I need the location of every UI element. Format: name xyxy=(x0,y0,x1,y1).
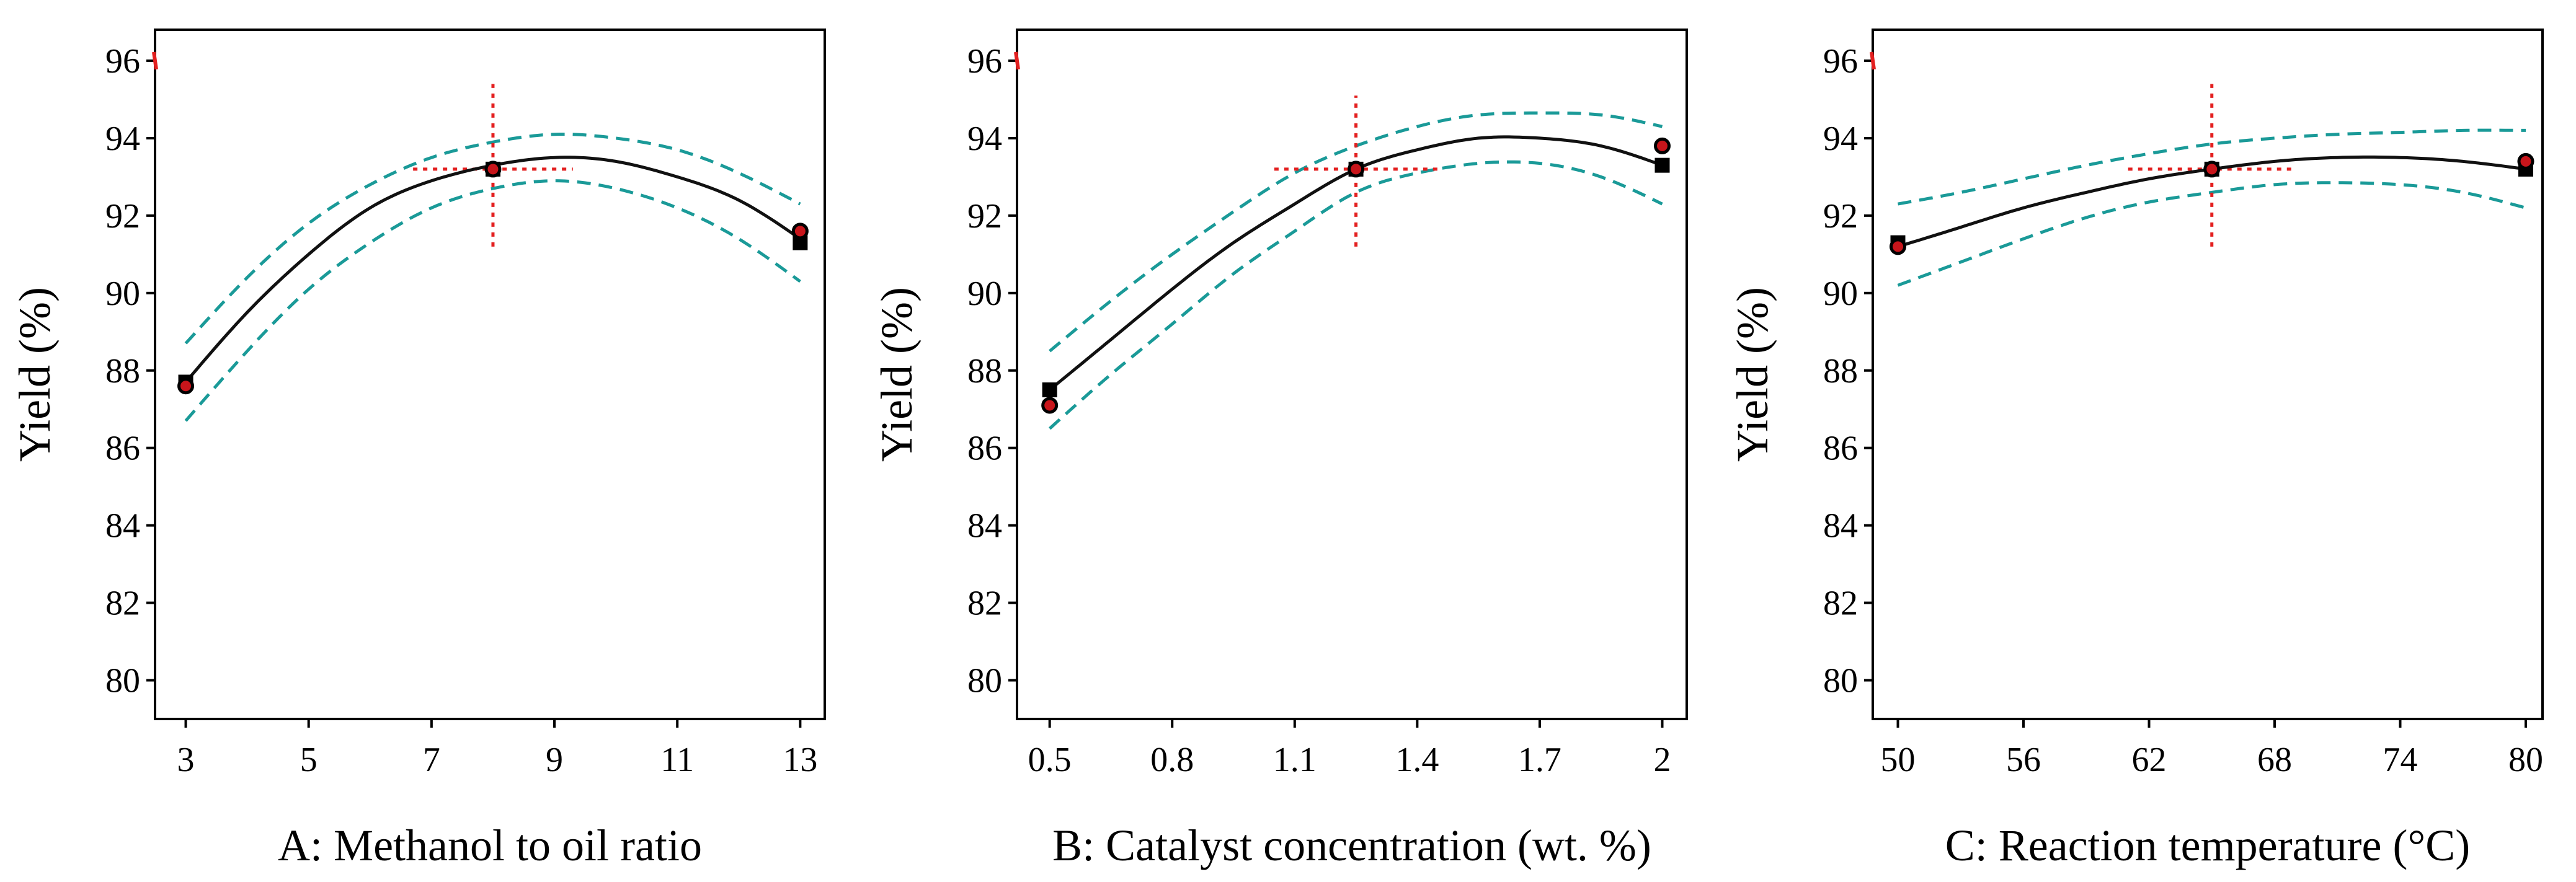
ci-lower-line-b xyxy=(1049,160,1663,430)
x-tick-label-c: 74 xyxy=(2383,741,2418,779)
plot-frame-c xyxy=(1872,29,2544,720)
actual-point-c xyxy=(2203,161,2221,178)
x-tick-label-a: 9 xyxy=(546,741,563,779)
y-tick-label-a: 82 xyxy=(105,584,140,623)
edge-marker-a xyxy=(152,51,158,70)
y-tick-label-b: 80 xyxy=(967,662,1002,700)
y-tick-label-c: 80 xyxy=(1823,662,1858,700)
x-axis-title-c: C: Reaction temperature (°C) xyxy=(1945,821,2471,870)
x-tick-label-b: 1.7 xyxy=(1518,741,1561,779)
x-tick-label-a: 3 xyxy=(177,741,195,779)
y-tick-label-c: 84 xyxy=(1823,507,1858,545)
y-tick-label-a: 80 xyxy=(105,662,140,700)
x-tick-label-c: 80 xyxy=(2508,741,2543,779)
ci-lower-line-c xyxy=(1897,181,2526,287)
y-tick-label-b: 86 xyxy=(967,430,1002,468)
x-tick-label-a: 7 xyxy=(423,741,440,779)
edge-marker-b xyxy=(1014,51,1020,70)
x-tick-label-c: 50 xyxy=(1881,741,1916,779)
actual-point-a xyxy=(484,161,502,178)
y-tick-label-b: 84 xyxy=(967,507,1002,545)
y-tick-label-c: 82 xyxy=(1823,584,1858,623)
y-tick-label-b: 88 xyxy=(967,352,1002,390)
y-tick-label-c: 86 xyxy=(1823,430,1858,468)
y-axis-title-c: Yield (%) xyxy=(1728,287,1777,462)
x-tick-label-c: 68 xyxy=(2257,741,2292,779)
x-tick-label-c: 56 xyxy=(2006,741,2041,779)
actual-point-c xyxy=(2517,152,2534,170)
x-tick-label-a: 5 xyxy=(300,741,318,779)
ci-upper-line-c xyxy=(1898,128,2526,206)
x-tick-label-b: 2 xyxy=(1653,741,1671,779)
x-tick-label-c: 62 xyxy=(2132,741,2167,779)
y-tick-label-a: 96 xyxy=(105,42,140,81)
y-tick-label-c: 88 xyxy=(1823,352,1858,390)
x-axis-title-a: A: Methanol to oil ratio xyxy=(278,821,702,870)
actual-point-a xyxy=(791,223,809,240)
y-tick-label-c: 94 xyxy=(1823,120,1858,158)
y-tick-label-a: 86 xyxy=(105,430,140,468)
predicted-point-b xyxy=(1042,382,1057,397)
panel-c: C: Reaction temperature (°C) Yield (%) 8… xyxy=(1728,29,2544,870)
y-tick-label-a: 84 xyxy=(105,507,140,545)
edge-marker-c xyxy=(1870,51,1876,70)
y-tick-label-b: 94 xyxy=(967,120,1002,158)
plot-frame-b xyxy=(1016,29,1688,720)
y-tick-label-c: 92 xyxy=(1823,197,1858,236)
panel-b: B: Catalyst concentration (wt. %) Yield … xyxy=(872,29,1688,870)
actual-point-b xyxy=(1041,397,1059,414)
actual-point-b xyxy=(1348,161,1365,178)
x-tick-label-b: 0.8 xyxy=(1150,741,1194,779)
y-tick-label-a: 88 xyxy=(105,352,140,390)
y-tick-label-a: 94 xyxy=(105,120,140,158)
y-tick-label-c: 90 xyxy=(1823,275,1858,313)
x-tick-label-b: 0.5 xyxy=(1028,741,1072,779)
y-tick-label-b: 92 xyxy=(967,197,1002,236)
y-tick-label-a: 90 xyxy=(105,275,140,313)
y-tick-label-b: 90 xyxy=(967,275,1002,313)
actual-point-c xyxy=(1890,238,1906,255)
ci-upper-line-a xyxy=(184,133,801,345)
actual-point-a xyxy=(177,377,195,395)
actual-point-b xyxy=(1653,137,1671,154)
y-axis-title-a: Yield (%) xyxy=(10,287,60,462)
x-tick-label-a: 13 xyxy=(783,741,817,779)
y-tick-label-b: 82 xyxy=(967,584,1002,623)
x-tick-label-a: 11 xyxy=(660,741,694,779)
ci-lower-line-a xyxy=(184,179,801,422)
x-tick-label-b: 1.1 xyxy=(1273,741,1317,779)
plot-frame-a xyxy=(154,29,826,720)
predicted-point-b xyxy=(1654,157,1670,173)
fit-line-a xyxy=(184,156,801,384)
y-tick-label-a: 92 xyxy=(105,197,140,236)
y-tick-label-c: 96 xyxy=(1823,42,1858,81)
y-tick-label-b: 96 xyxy=(967,42,1002,81)
panel-a: A: Methanol to oil ratio Yield (%) 80 82 8… xyxy=(10,29,826,870)
y-axis-title-b: Yield (%) xyxy=(872,287,922,462)
x-tick-label-b: 1.4 xyxy=(1395,741,1439,779)
x-axis-title-b: B: Catalyst concentration (wt. %) xyxy=(1052,821,1651,870)
